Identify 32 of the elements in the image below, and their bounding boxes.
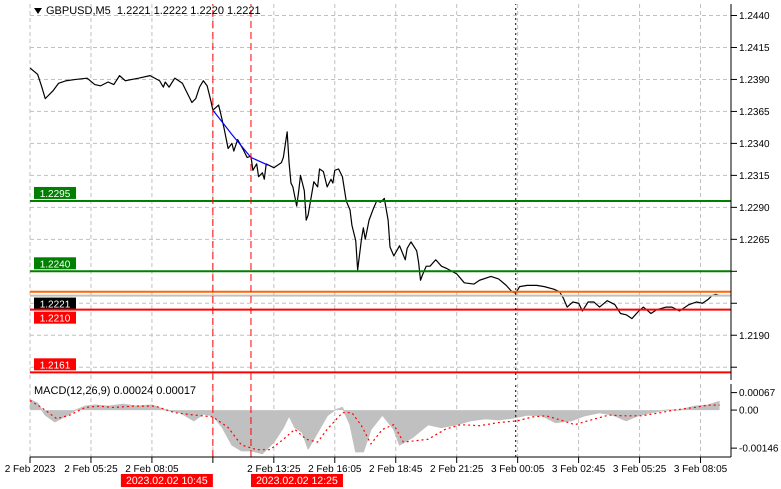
y-tick-label: 1.2440 (739, 11, 770, 22)
x-tick-label: 3 Feb 00:05 (490, 464, 545, 476)
ref-line-label: 2023.02.02 10:45 (126, 475, 208, 487)
x-tick-label: 2 Feb 2023 (4, 464, 56, 476)
ref-line-label: 2023.02.02 12:25 (256, 475, 338, 487)
y-tick-label: 1.2290 (739, 202, 770, 214)
chart-title: MACD(12,26,9) 0.00024 0.00017 (34, 385, 196, 397)
ref-line-label: 1.2295 (40, 188, 71, 200)
x-tick-label: 3 Feb 05:25 (612, 464, 667, 476)
x-tick-label: 2 Feb 16:05 (308, 464, 362, 476)
y-tick-label: 1.2340 (739, 138, 770, 150)
y-tick-label: -0.00146 (739, 444, 779, 455)
y-tick-label: 1.2190 (739, 330, 770, 342)
ref-line-label: 1.2161 (40, 360, 71, 372)
x-tick-label: 2 Feb 08:05 (125, 464, 180, 476)
chart-title: GBPUSD,M5 1.2221 1.2222 1.2220 1.2221 (46, 5, 261, 17)
x-tick-label: 3 Feb 02:45 (552, 464, 606, 476)
ref-line-label: 1.2210 (40, 314, 71, 325)
y-tick-label: 1.2390 (739, 75, 770, 86)
y-tick-label: 0.00067 (739, 388, 776, 400)
x-tick-label: 3 Feb 08:05 (674, 464, 728, 476)
y-tick-label: 0.00 (739, 406, 759, 417)
ref-line-label: 1.2221 (40, 300, 71, 311)
x-tick-label: 2 Feb 18:45 (369, 464, 423, 476)
y-tick-label: 1.2315 (739, 170, 770, 182)
y-tick-label: 1.2365 (739, 106, 770, 118)
y-tick-label: 1.2415 (739, 43, 770, 54)
y-tick-label: 1.2265 (739, 234, 770, 246)
ref-line-label: 1.2240 (40, 259, 71, 270)
x-tick-label: 2 Feb 13:25 (247, 464, 301, 476)
x-tick-label: 2 Feb 21:25 (430, 464, 484, 476)
x-tick-label: 2 Feb 05:25 (64, 464, 118, 476)
